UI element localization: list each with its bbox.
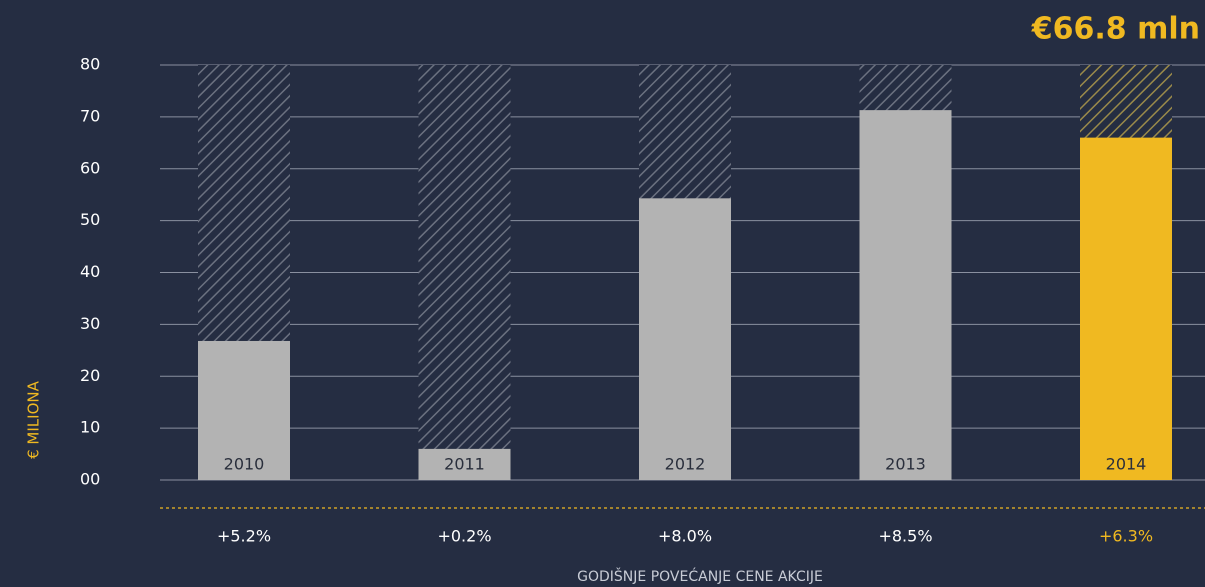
growth-label: +8.0%: [658, 527, 712, 546]
y-tick-label: 80: [80, 55, 100, 74]
bar: [418, 448, 511, 480]
x-tick-label: 2013: [885, 455, 926, 474]
growth-label: +6.3%: [1099, 527, 1153, 546]
y-tick-label: 10: [80, 418, 100, 437]
bar: [198, 340, 290, 480]
x-tick-label: 2014: [1106, 455, 1147, 474]
bar: [859, 110, 952, 480]
bar-background: [418, 65, 511, 480]
y-tick-label: 60: [80, 158, 100, 177]
x-tick-label: 2011: [444, 455, 485, 474]
x-axis-label: GODIŠNJE POVEĆANJE CENE AKCIJE: [577, 567, 823, 585]
y-tick-label: 40: [80, 262, 100, 281]
bar: [639, 198, 731, 480]
growth-label: +0.2%: [437, 527, 491, 546]
y-tick-label: 00: [80, 470, 100, 489]
growth-label: +8.5%: [878, 527, 932, 546]
chart-title: €66.8 mln: [1031, 12, 1200, 47]
bar: [1080, 137, 1172, 480]
y-tick-label: 70: [80, 106, 100, 125]
y-tick-label: 30: [80, 314, 100, 333]
y-tick-label: 20: [80, 366, 100, 385]
y-axis-label: € MILIONA: [25, 380, 43, 458]
x-tick-label: 2012: [665, 455, 706, 474]
x-tick-label: 2010: [224, 455, 265, 474]
y-tick-label: 50: [80, 210, 100, 229]
growth-label: +5.2%: [217, 527, 271, 546]
